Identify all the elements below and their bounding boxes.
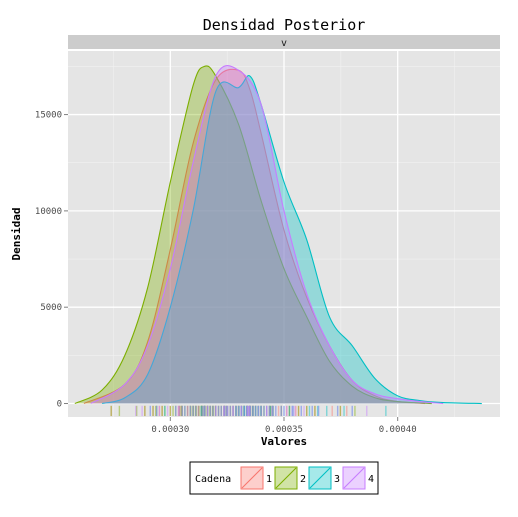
x-tick-label: 0.00040: [379, 425, 417, 435]
legend-key-line-series-2: [275, 467, 297, 489]
density-area-series-3: [102, 75, 482, 404]
y-tick-label: 10000: [35, 207, 62, 217]
y-tick-label: 5000: [40, 303, 62, 313]
density-area-series-1: [83, 69, 425, 404]
rug-layer: [110, 405, 387, 417]
density-area-series-2: [74, 65, 432, 404]
y-axis-title: Densidad: [10, 208, 23, 261]
legend-label-series-3: 3: [334, 474, 340, 485]
legend-key-line-series-4: [343, 467, 365, 489]
legend: Cadena 1 2 3 4: [189, 461, 379, 495]
density-area-series-4: [90, 65, 444, 404]
legend-label-series-2: 2: [300, 474, 306, 485]
legend-label-series-4: 4: [368, 474, 374, 485]
y-tick-label: 15000: [35, 111, 62, 121]
legend-title: Cadena: [195, 474, 231, 485]
chart-title: Densidad Posterior: [203, 16, 366, 34]
density-series-layer: [74, 65, 482, 405]
density-line-series-4: [90, 65, 444, 405]
density-line-series-1: [83, 68, 426, 405]
y-axis-ticks: 0 5000 10000 15000: [35, 111, 68, 410]
facet-strip: [68, 35, 500, 49]
legend-key-line-series-3: [309, 467, 331, 489]
facet-strip-label: v: [281, 38, 287, 49]
y-tick-label: 0: [57, 400, 62, 410]
density-line-series-2: [74, 65, 432, 405]
legend-key-line-series-1: [241, 467, 263, 489]
x-tick-label: 0.00030: [151, 425, 189, 435]
x-axis-ticks: 0.00030 0.00035 0.00040: [151, 417, 417, 435]
x-axis-title: Valores: [261, 435, 307, 448]
legend-keys: 1 2 3 4: [240, 466, 374, 490]
x-tick-label: 0.00035: [265, 425, 303, 435]
legend-label-series-1: 1: [266, 474, 272, 485]
